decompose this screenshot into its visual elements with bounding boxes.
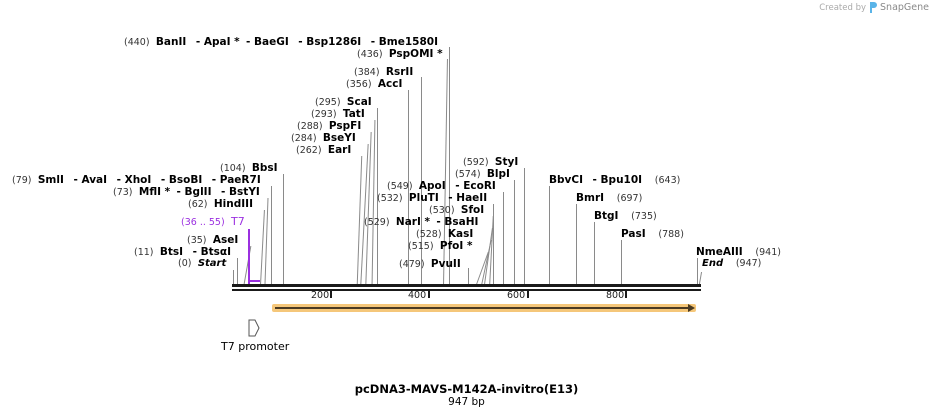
site-label-asei[interactable]: (35) AseI xyxy=(187,234,239,246)
orf-arrowhead-icon xyxy=(688,304,695,312)
snapgene-logo-icon xyxy=(870,2,878,13)
site-label-styi[interactable]: (592) StyI xyxy=(463,156,519,168)
site-line-mfli xyxy=(264,198,269,284)
orf-feature-line xyxy=(275,307,689,309)
snapgene-credit: Created by SnapGene xyxy=(819,2,929,13)
ruler-tick-600 xyxy=(527,291,529,298)
site-label-scai[interactable]: (295) ScaI xyxy=(315,96,372,108)
t7-promoter-label: T7 promoter xyxy=(221,340,290,353)
site-label-btgi[interactable]: BtgI (735) xyxy=(594,210,657,222)
ruler-tick-400 xyxy=(428,291,430,298)
site-label-pspomi[interactable]: (436) PspOMI * xyxy=(357,48,443,60)
site-label-sfoi[interactable]: (530) SfoI xyxy=(429,204,485,216)
ruler-label-400: 400 xyxy=(408,290,427,301)
site-label-pasi[interactable]: PasI (788) xyxy=(621,228,684,240)
site-line-bbvci xyxy=(549,186,550,284)
site-label-bbsi[interactable]: (104) BbsI xyxy=(220,162,278,174)
site-label-pspfi[interactable]: (288) PspFI xyxy=(297,120,362,132)
ruler-tick-200 xyxy=(330,291,332,298)
site-label-blpi[interactable]: (574) BlpI xyxy=(455,168,510,180)
site-line-pluti xyxy=(493,204,494,284)
site-label-apoi[interactable]: (549) ApoI - EcoRI xyxy=(387,180,496,192)
site-line-styi xyxy=(524,168,525,284)
site-line-btgi xyxy=(594,222,595,284)
site-line-start xyxy=(233,270,234,284)
site-line-btsi xyxy=(237,258,238,284)
t7-promoter-arrow-icon[interactable] xyxy=(248,318,260,338)
ruler-tick-800 xyxy=(625,291,627,298)
site-line-bbsi xyxy=(283,174,284,284)
site-line-nmeaiii xyxy=(697,258,698,284)
site-label-bmri[interactable]: BmrI (697) xyxy=(576,192,643,204)
site-label-nmeaiii[interactable]: NmeAIII (941) xyxy=(696,246,781,258)
site-line-acci xyxy=(408,90,409,284)
site-label-pfoi[interactable]: (515) PfoI * xyxy=(408,240,473,252)
site-line-bmri xyxy=(576,204,577,284)
credit-brand: SnapGene xyxy=(880,2,929,13)
sequence-backbone-top-strand xyxy=(232,284,701,287)
site-label-mfli[interactable]: (73) MflI * - BglII - BstYI xyxy=(113,186,260,198)
site-label-acci[interactable]: (356) AccI xyxy=(346,78,403,90)
site-line-tati xyxy=(371,120,376,284)
site-label-hindiii[interactable]: (62) HindIII xyxy=(188,198,253,210)
ruler-label-600: 600 xyxy=(507,290,526,301)
credit-prefix: Created by xyxy=(819,2,867,13)
site-label-pluti[interactable]: (532) PluTI - HaeII xyxy=(377,192,488,204)
ruler-label-200: 200 xyxy=(311,290,330,301)
sequence-backbone-bottom-strand xyxy=(232,289,701,291)
feature-label-t7[interactable]: (36 .. 55) T7 xyxy=(181,215,245,229)
site-label-btsi[interactable]: (11) BtsI - BtsαI xyxy=(134,246,232,258)
site-line-end xyxy=(698,272,703,284)
site-line-rsrii xyxy=(421,77,422,284)
site-line-smli xyxy=(271,186,272,284)
site-line-blpi xyxy=(514,180,515,284)
site-label-bbvci[interactable]: BbvCI - Bpu10I (643) xyxy=(549,174,681,186)
site-line-ban xyxy=(449,47,450,284)
site-label-ban[interactable]: (440) BanII - ApaI * - BaeGI - Bsp1286I … xyxy=(124,36,438,48)
ruler-label-800: 800 xyxy=(606,290,625,301)
map-title: pcDNA3-MAVS-M142A-invitro(E13) xyxy=(354,382,579,396)
site-label-rsrii[interactable]: (384) RsrII xyxy=(354,66,414,78)
map-length: 947 bp xyxy=(448,396,485,408)
site-label-eari[interactable]: (262) EarI xyxy=(296,144,352,156)
site-line-apoi xyxy=(503,192,504,284)
t7-marker-base xyxy=(248,280,260,282)
site-label-end[interactable]: End (947) xyxy=(702,258,762,269)
site-line-scai xyxy=(377,108,378,284)
site-label-kasi[interactable]: (528) KasI xyxy=(416,228,474,240)
t7-marker-line xyxy=(248,229,250,284)
site-label-bseyi[interactable]: (284) BseYI xyxy=(291,132,356,144)
site-label-nari[interactable]: (529) NarI * - BsaHI xyxy=(364,216,479,228)
site-label-pvuii[interactable]: (479) PvuII xyxy=(399,258,461,270)
site-line-pasi xyxy=(621,240,622,284)
site-label-tati[interactable]: (293) TatI xyxy=(311,108,365,120)
site-label-smli[interactable]: (79) SmlI - AvaI - XhoI - BsoBI - PaeR7I xyxy=(12,174,261,186)
site-line-pvuii xyxy=(468,268,469,284)
site-label-start[interactable]: (0) Start xyxy=(178,258,227,269)
